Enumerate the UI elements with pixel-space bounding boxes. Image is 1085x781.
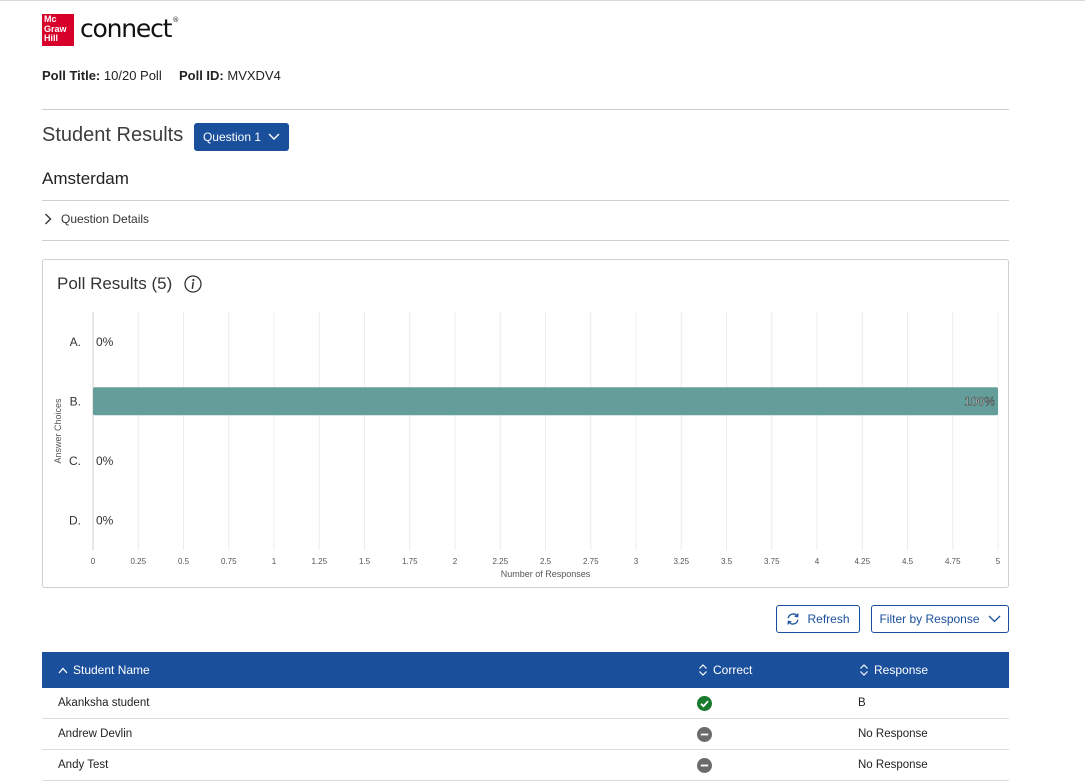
x-tick-label: 1 (272, 557, 277, 566)
poll-results-card: 0 0.25 0.5 0.75 1 1.25 1.5 1.75 2 2.25 2.5 2.75 3 3.2… (42, 259, 1009, 588)
x-tick-label: 3.75 (764, 557, 780, 566)
top-border (0, 0, 1085, 4)
x-tick-label: 4 (815, 557, 820, 566)
x-tick-label: 2.5 (540, 557, 552, 566)
x-tick-label: 0 (91, 557, 96, 566)
x-tick-label: 4.25 (854, 557, 870, 566)
x-tick-label: 1.75 (402, 557, 418, 566)
student-name: Akanksha student (58, 697, 150, 709)
x-tick-label: 4.75 (945, 557, 961, 566)
x-tick-label: 4.5 (902, 557, 914, 566)
poll-title-label: Poll Title: (42, 68, 101, 83)
x-tick-label: 1.5 (359, 557, 371, 566)
refresh-button[interactable]: Refresh (776, 605, 860, 633)
filter-label: Filter by Response (879, 612, 980, 626)
column-header-correct[interactable]: Correct (698, 652, 752, 688)
data-label: 0% (96, 513, 114, 527)
correct-status (697, 719, 712, 749)
chevron-right-icon (45, 213, 52, 225)
x-tick-label: 1.25 (311, 557, 327, 566)
chevron-down-icon (268, 133, 280, 140)
question-text: Amsterdam (42, 169, 129, 188)
question-details-label: Question Details (61, 212, 150, 226)
data-label: 0% (96, 335, 114, 349)
table-row: Akanksha student B (42, 688, 1009, 719)
poll-id-label: Poll ID: (178, 68, 224, 83)
bar (93, 387, 998, 416)
category-label: A. (70, 335, 81, 349)
x-tick-label: 3.5 (721, 557, 733, 566)
question-selector-label: Question 1 (202, 130, 262, 144)
table-row: Andrew Devlin No Response (42, 719, 1009, 750)
x-tick-label: 0.25 (130, 557, 146, 566)
chevron-down-icon (988, 615, 1000, 623)
x-tick-label: 3.25 (673, 557, 689, 566)
x-axis-title: Number of Responses (501, 569, 591, 579)
student-name: Andy Test (58, 759, 109, 771)
poll-results-header: Poll Results (5) (57, 274, 202, 294)
poll-title-value: 10/20 Poll (103, 68, 162, 83)
no-response-icon (697, 757, 712, 773)
y-axis-title: Answer Choices (53, 398, 63, 464)
sort-ascending-icon (58, 667, 68, 673)
x-tick-label: 0.75 (221, 557, 237, 566)
divider (42, 200, 1009, 201)
x-tick-label: 2.75 (583, 557, 599, 566)
x-tick-label: 2.25 (492, 557, 508, 566)
sort-icon (860, 664, 868, 676)
correct-status (697, 750, 712, 780)
column-header-response[interactable]: Response (859, 652, 928, 688)
question-details-toggle[interactable]: Question Details (44, 212, 149, 226)
category-label: C. (69, 454, 81, 468)
connect-wordmark: connect® (80, 13, 179, 43)
mcgraw-hill-logo: Mc Graw Hill (42, 14, 74, 46)
check-circle-icon (697, 695, 712, 711)
divider (42, 240, 1009, 241)
x-tick-label: 3 (634, 557, 639, 566)
poll-results-title: Poll Results (5) (57, 274, 173, 293)
info-icon[interactable] (184, 275, 202, 293)
poll-id-value: MVXDV4 (227, 68, 281, 83)
column-header-student-name[interactable]: Student Name (58, 652, 150, 688)
correct-status (697, 688, 712, 718)
sort-icon (699, 664, 707, 676)
poll-results-chart: 0 0.25 0.5 0.75 1 1.25 1.5 1.75 2 2.25 2.5 2.75 3 3.2… (53, 312, 1001, 579)
refresh-icon (787, 613, 800, 625)
table-row: Andy Test No Response (42, 750, 1009, 781)
table-header: Student Name Correct Response (42, 652, 1009, 688)
student-response: B (858, 697, 866, 709)
student-name: Andrew Devlin (58, 728, 133, 740)
student-results-table: Student Name Correct Response Akanksha s… (42, 652, 1009, 781)
x-tick-label: 5 (996, 557, 1001, 566)
data-label: 0% (96, 454, 114, 468)
refresh-label: Refresh (807, 612, 850, 626)
category-label: B. (70, 394, 81, 408)
filter-by-response-dropdown[interactable]: Filter by Response (871, 605, 1009, 633)
question-selector-button[interactable]: Question 1 (194, 123, 289, 151)
no-response-icon (697, 726, 712, 742)
x-tick-label: 2 (453, 557, 458, 566)
data-label: 100% (964, 394, 995, 408)
divider (42, 109, 1009, 110)
x-tick-label: 0.5 (178, 557, 190, 566)
student-response: No Response (858, 728, 928, 740)
mcgraw-hill-connect-logo: Mc Graw Hill connect® (42, 13, 179, 46)
poll-meta: Poll Title: 10/20 Poll Poll ID: MVXDV4 (42, 68, 281, 83)
page-title: Student Results (42, 124, 184, 146)
category-label: D. (69, 513, 81, 527)
student-response: No Response (858, 759, 928, 771)
